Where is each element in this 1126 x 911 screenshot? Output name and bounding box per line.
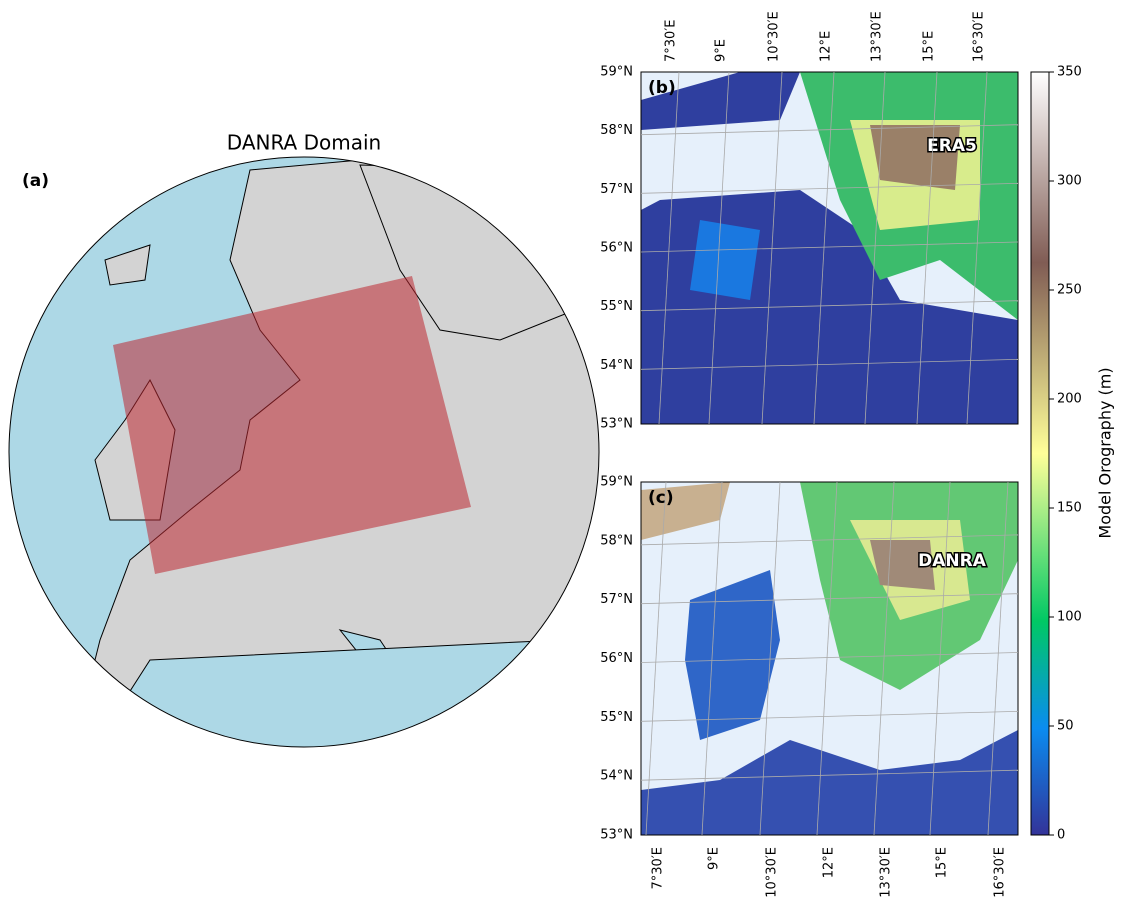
grid-line <box>640 652 1019 663</box>
grid-line <box>640 300 1019 312</box>
lat-label: 57°N <box>600 592 633 607</box>
era5-map <box>641 72 1018 424</box>
grid-line <box>640 124 1019 136</box>
grid-line <box>761 71 783 425</box>
lat-label: 53°N <box>600 828 633 843</box>
grid-line <box>708 71 730 425</box>
grid-line <box>658 71 680 425</box>
land <box>104 244 151 286</box>
lon-label: 13°30′E <box>879 847 894 898</box>
land <box>641 72 800 130</box>
lat-label: 56°N <box>600 241 633 256</box>
lon-label: 12°E <box>819 31 834 62</box>
lon-label: 7°30′E <box>664 20 679 62</box>
frame <box>640 481 1019 836</box>
grid-line <box>640 593 1019 605</box>
grid-line <box>929 481 951 836</box>
lat-label: 58°N <box>600 533 633 548</box>
colorbar <box>1030 71 1050 836</box>
lat-label: 54°N <box>600 769 633 784</box>
lat-label: 58°N <box>600 123 633 138</box>
lon-label: 7°30′E <box>651 847 666 889</box>
grid-line <box>640 358 1019 370</box>
lon-label: 12°E <box>822 847 837 878</box>
grid-line <box>645 481 667 836</box>
lon-label: 9°E <box>707 847 722 870</box>
frame <box>640 71 1019 425</box>
lat-label: 59°N <box>600 65 633 80</box>
lat-label: 53°N <box>600 417 633 432</box>
grid-line <box>640 182 1019 194</box>
lon-label: 15°E <box>922 31 937 62</box>
grid-line <box>701 481 723 836</box>
colorbar-tick-label: 0 <box>1057 828 1065 843</box>
lat-label: 55°N <box>600 299 633 314</box>
highland <box>870 125 960 190</box>
grid-line <box>640 241 1019 253</box>
lon-label: 16°30′E <box>972 11 987 62</box>
grid-line <box>640 769 1019 781</box>
grid-line <box>987 481 1009 836</box>
globe-outline <box>8 156 600 748</box>
lat-label: 59°N <box>600 475 633 490</box>
grid-line <box>816 481 838 836</box>
dataset-label: ERA5 <box>927 136 977 156</box>
grid-line <box>640 534 1019 546</box>
colorbar-tick-label: 250 <box>1057 283 1082 298</box>
globe <box>9 157 599 747</box>
colorbar-label: Model Orography (m) <box>1096 367 1115 538</box>
colorbar-tick-label: 150 <box>1057 501 1082 516</box>
dataset-label: DANRA <box>918 551 987 571</box>
panel-label: (a) <box>22 171 49 191</box>
panel-label: (c) <box>648 488 674 508</box>
lon-label: 10°30′E <box>765 847 780 898</box>
lat-label: 57°N <box>600 182 633 197</box>
highland <box>870 540 935 590</box>
danra-domain <box>113 276 471 574</box>
grid-line <box>813 71 835 425</box>
grid-line <box>864 71 886 425</box>
colorbar-tick-label: 50 <box>1057 719 1074 734</box>
grid-line <box>916 71 938 425</box>
land <box>641 730 1018 835</box>
lon-label: 10°30′E <box>767 11 782 62</box>
colorbar-tick-label: 350 <box>1057 65 1082 80</box>
lon-label: 16°30′E <box>993 847 1008 898</box>
land <box>690 220 760 300</box>
sea <box>59 639 599 747</box>
panel-label: (b) <box>648 78 676 98</box>
danra-map <box>641 482 1018 835</box>
lon-label: 15°E <box>935 847 950 878</box>
grid-line <box>873 481 895 836</box>
colorbar-tick-label: 100 <box>1057 610 1082 625</box>
lon-label: 9°E <box>714 39 729 62</box>
grid-line <box>759 481 781 836</box>
colorbar-tick-label: 300 <box>1057 174 1082 189</box>
lon-label: 13°30′E <box>870 11 885 62</box>
lat-label: 54°N <box>600 358 633 373</box>
panel-title: DANRA Domain <box>227 131 381 155</box>
lat-label: 56°N <box>600 651 633 666</box>
lat-label: 55°N <box>600 710 633 725</box>
land <box>685 570 780 740</box>
grid-line <box>966 71 988 425</box>
grid-line <box>640 710 1019 722</box>
colorbar-tick-label: 200 <box>1057 392 1082 407</box>
